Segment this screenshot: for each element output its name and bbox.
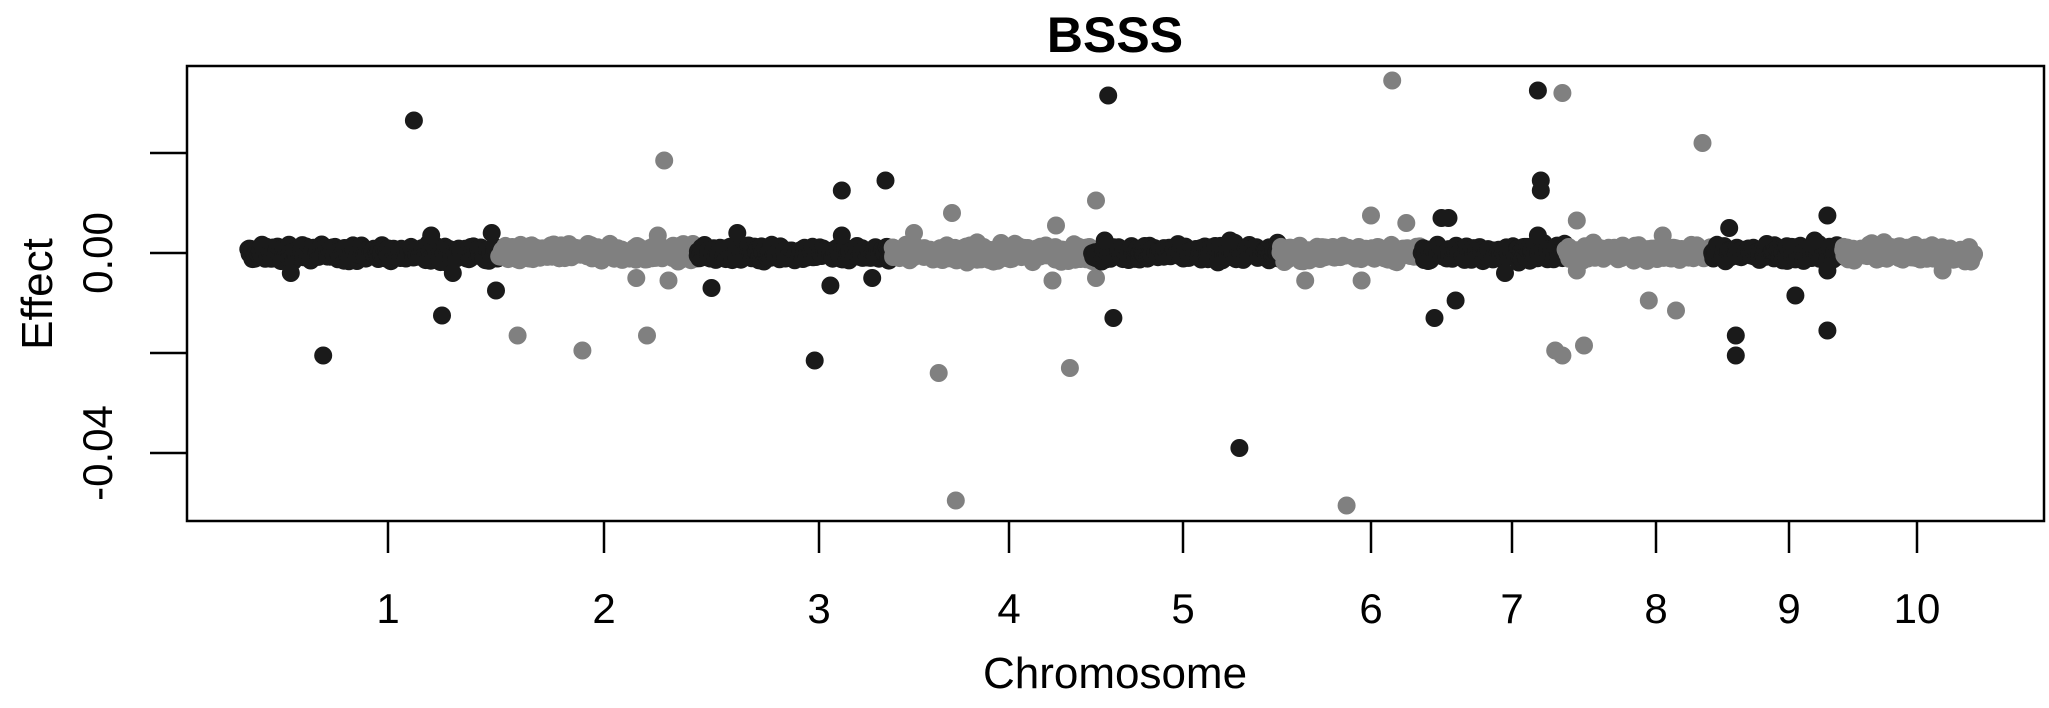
data-point [1087, 269, 1105, 287]
data-point [946, 491, 965, 510]
data-point [1446, 291, 1465, 310]
data-point [832, 181, 851, 200]
data-point [1296, 271, 1315, 290]
data-point [1496, 264, 1514, 282]
data-point [1095, 231, 1114, 250]
x-tick-label: 2 [592, 585, 615, 632]
y-tick-label: 0.00 [74, 212, 121, 294]
data-point [1230, 439, 1249, 457]
data-point [1553, 346, 1572, 365]
data-point [508, 326, 527, 345]
data-point [876, 171, 895, 190]
data-point [1567, 261, 1586, 280]
x-tick-label: 9 [1777, 585, 1800, 632]
x-tick-label: 3 [807, 585, 830, 632]
x-tick-label: 10 [1894, 585, 1941, 632]
chromosome-4-points [883, 191, 1105, 510]
data-point [832, 226, 851, 245]
data-point [728, 224, 747, 242]
data-point [905, 224, 923, 242]
data-point [1528, 226, 1547, 245]
chromosome-6-points [1271, 71, 1431, 515]
data-point [487, 281, 505, 300]
plot-frame [185, 64, 2046, 523]
chart-title: BSSS [1047, 7, 1183, 63]
chromosome-7-points [1412, 81, 1575, 327]
data-point [573, 341, 592, 360]
x-tick-label: 7 [1500, 585, 1523, 632]
data-point [1818, 321, 1837, 340]
x-tick-label: 4 [997, 585, 1020, 632]
x-axis: 1 2 3 4 5 6 7 8 9 10 [376, 521, 1940, 632]
data-point [314, 346, 333, 365]
y-axis-title: Effect [13, 238, 62, 350]
data-point [1352, 271, 1371, 290]
data-points [239, 71, 1983, 515]
data-point [433, 306, 451, 325]
data-point [482, 224, 501, 242]
data-point [1726, 326, 1745, 345]
data-point [702, 279, 721, 297]
x-tick-label: 1 [376, 585, 399, 632]
chromosome-10-points [1834, 233, 1983, 280]
x-axis-title: Chromosome [983, 649, 1247, 698]
data-point [1087, 191, 1105, 210]
y-axis: -0.04 0.00 [74, 151, 187, 501]
chromosome-9-points [1703, 206, 1852, 365]
data-point [1337, 496, 1356, 515]
data-point [1726, 346, 1745, 365]
data-point [1720, 219, 1739, 237]
data-point [1362, 206, 1380, 225]
data-point [659, 271, 678, 290]
data-point [1531, 181, 1550, 200]
data-point [627, 269, 646, 287]
data-point [281, 264, 300, 282]
data-point [863, 269, 882, 287]
data-point [1653, 226, 1672, 245]
data-point [1805, 231, 1824, 250]
chromosome-8-points [1546, 84, 1721, 365]
data-point [1425, 309, 1444, 327]
chromosome-2-points [490, 151, 706, 360]
y-tick-label: -0.04 [74, 405, 121, 501]
data-point [1693, 134, 1712, 152]
data-point [1818, 206, 1837, 225]
chromosome-1-points [239, 111, 508, 365]
data-point [1383, 71, 1402, 90]
data-point [1047, 216, 1065, 235]
data-point [1567, 211, 1586, 230]
data-point [1528, 81, 1547, 100]
data-point [404, 111, 423, 130]
data-point [638, 326, 656, 345]
x-tick-label: 8 [1644, 585, 1667, 632]
data-point [1786, 286, 1805, 305]
data-point [1667, 301, 1685, 320]
data-point [1397, 214, 1416, 232]
data-point [943, 204, 961, 222]
x-tick-label: 5 [1171, 585, 1194, 632]
data-point [1104, 309, 1123, 327]
data-point [1639, 291, 1658, 310]
data-point [655, 151, 674, 170]
data-point [1575, 336, 1593, 355]
data-point [1933, 261, 1952, 280]
data-point [1553, 84, 1572, 102]
data-point [805, 351, 824, 370]
data-point [1043, 271, 1062, 290]
data-point [1099, 86, 1118, 105]
x-tick-label: 6 [1359, 585, 1382, 632]
chromosome-3-points [688, 171, 900, 370]
data-point [443, 264, 462, 282]
data-point [821, 276, 840, 295]
data-point [648, 226, 667, 245]
data-point [929, 364, 948, 382]
data-point [1221, 231, 1239, 250]
data-point [1818, 261, 1837, 280]
chromosome-5-points [1083, 86, 1291, 457]
data-point [1060, 359, 1079, 377]
data-point [1964, 244, 1983, 263]
data-point [422, 226, 441, 245]
data-point [1432, 209, 1451, 227]
